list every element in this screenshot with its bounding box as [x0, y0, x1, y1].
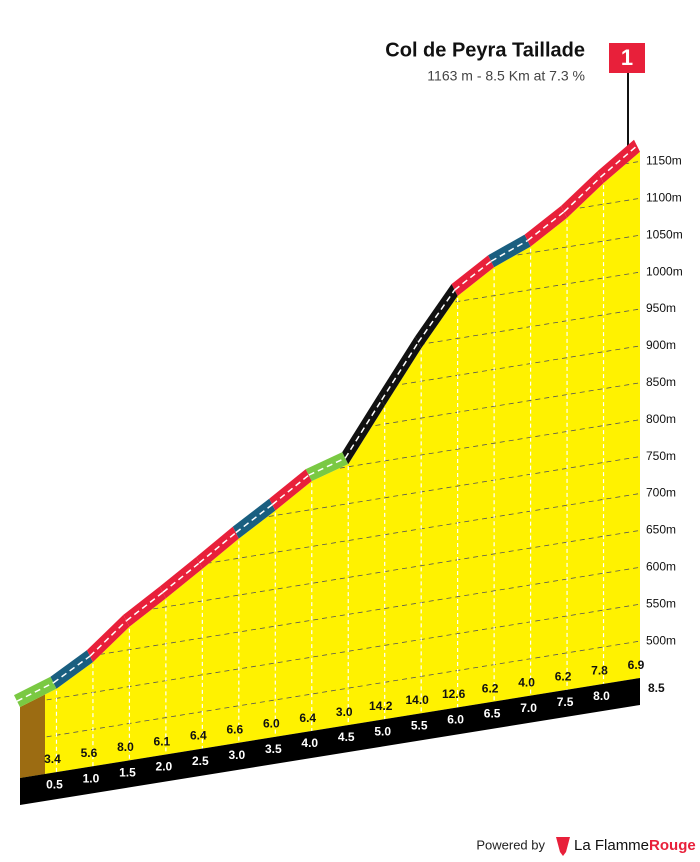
segment-centerline — [308, 457, 346, 476]
x-tick-label: 1.0 — [83, 771, 100, 785]
gradient-label: 6.2 — [555, 670, 572, 684]
gradient-label: 6.0 — [263, 717, 280, 731]
brand-accent: Rouge — [649, 837, 696, 854]
x-tick-label: 2.5 — [192, 754, 209, 768]
gradient-label: 12.6 — [442, 687, 466, 701]
y-tick-label: 950m — [646, 301, 676, 315]
grid-line — [20, 382, 640, 484]
segment-centerline — [198, 532, 237, 564]
y-tick-label: 600m — [646, 559, 676, 573]
gradient-label: 8.0 — [117, 740, 134, 754]
category-badge: 1 — [621, 45, 633, 70]
x-tick-label: 3.5 — [265, 742, 282, 756]
x-tick-label: 8.5 — [648, 681, 665, 695]
segment-centerline — [527, 211, 565, 242]
gradient-label: 6.1 — [154, 734, 171, 748]
segment-centerline — [53, 655, 91, 684]
y-tick-label: 900m — [646, 338, 676, 352]
grid-line — [20, 566, 640, 668]
segment-centerline — [235, 504, 273, 534]
y-tick-label: 1100m — [646, 190, 682, 204]
y-tick-label: 700m — [646, 486, 676, 500]
gradient-label: 3.4 — [44, 752, 61, 766]
x-tick-label: 4.0 — [301, 736, 318, 750]
x-tick-label: 7.5 — [557, 695, 574, 709]
profile-area — [20, 151, 640, 778]
x-tick-label: 6.5 — [484, 707, 501, 721]
gradient-label: 6.6 — [226, 723, 243, 737]
chart-subtitle: 1163 m - 8.5 Km at 7.3 % — [427, 68, 585, 84]
brand: La Flamme — [574, 837, 649, 854]
x-tick-label: 7.0 — [520, 701, 537, 715]
grid-line — [20, 456, 640, 557]
segment-centerline — [417, 289, 456, 343]
gradient-label: 6.4 — [190, 728, 207, 742]
brand-logo — [556, 837, 570, 856]
x-tick-label: 5.0 — [374, 724, 391, 738]
x-tick-label: 5.5 — [411, 718, 428, 732]
segment-centerline — [454, 260, 492, 291]
gradient-label: 4.0 — [518, 675, 535, 689]
segment-centerline — [16, 682, 54, 702]
grid-line — [20, 493, 640, 594]
y-tick-label: 750m — [646, 449, 676, 463]
gradient-label: 6.2 — [482, 681, 499, 695]
gradient-label: 6.4 — [299, 711, 316, 725]
x-tick-label: 8.0 — [593, 689, 610, 703]
gradient-label: 7.8 — [591, 664, 608, 678]
segment-centerline — [381, 341, 419, 401]
grid-line — [20, 234, 640, 336]
grid-line — [20, 530, 640, 631]
gradient-label: 3.0 — [336, 705, 353, 719]
grid-line — [20, 271, 640, 373]
segment-centerline — [125, 591, 164, 622]
segment-centerline — [563, 176, 602, 213]
x-tick-label: 6.0 — [447, 713, 464, 727]
ground-band — [20, 678, 640, 805]
grid-line — [20, 308, 640, 410]
segment-centerline — [89, 620, 127, 657]
grid-line — [20, 603, 640, 705]
segment-centerline — [344, 399, 383, 459]
plot: 500m 550m 600m 650m 700m 750m 800m 850m 900m 950m… — [14, 139, 683, 805]
x-tick-label: 2.0 — [156, 760, 173, 774]
grid-line — [20, 419, 640, 521]
y-tick-label: 1050m — [646, 227, 683, 241]
brand-name: La FlammeRouge — [574, 837, 696, 854]
grid-line — [20, 345, 640, 447]
y-tick-label: 500m — [646, 633, 676, 647]
chart-title: Col de Peyra Taillade — [385, 39, 585, 61]
segment-centerline — [490, 239, 528, 262]
grid-line — [20, 640, 640, 742]
segment-centerline — [162, 562, 200, 593]
category-flag — [609, 43, 645, 73]
gradient-label: 14.2 — [369, 699, 393, 713]
y-tick-label: 650m — [646, 523, 676, 537]
gradient-label: 14.0 — [405, 693, 429, 707]
y-tick-label: 550m — [646, 596, 676, 610]
x-tick-label: 4.5 — [338, 730, 355, 744]
x-tick-label: 0.5 — [46, 777, 63, 791]
segment-centerline — [271, 474, 310, 506]
x-tick-label: 1.5 — [119, 766, 136, 780]
x-tick-label: 3.0 — [228, 748, 245, 762]
y-tick-label: 850m — [646, 375, 676, 389]
gradient-label: 5.6 — [81, 746, 98, 760]
profile-cap — [20, 694, 45, 778]
gradient-label: 6.9 — [628, 658, 645, 672]
y-tick-label: 800m — [646, 412, 676, 426]
powered-by: Powered by — [476, 837, 545, 852]
segment-centerline — [600, 145, 638, 178]
y-tick-label: 1150m — [646, 154, 682, 168]
y-tick-label: 1000m — [646, 264, 683, 278]
